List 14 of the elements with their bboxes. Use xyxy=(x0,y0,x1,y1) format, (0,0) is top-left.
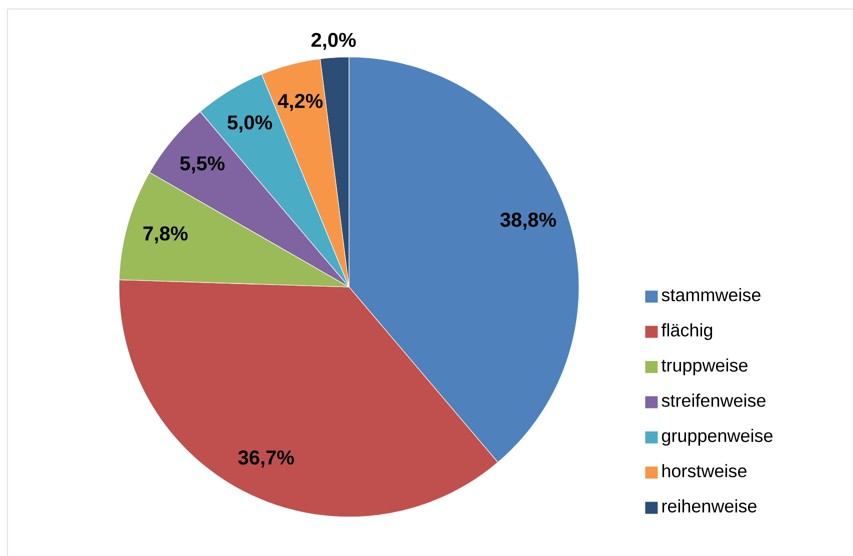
data-label: 38,8% xyxy=(500,212,556,230)
legend-label: truppweise xyxy=(661,358,748,376)
legend-label: flächig xyxy=(661,323,712,340)
legend-label: stammweise xyxy=(662,288,760,302)
data-label: 5,0% xyxy=(228,115,272,132)
legend-label: reihenweise xyxy=(662,499,756,512)
legend-label: gruppenweise xyxy=(662,428,772,446)
data-label: 7,8% xyxy=(143,226,188,244)
data-label: 5,5% xyxy=(180,156,225,174)
data-label: 2,0% xyxy=(311,32,356,50)
legend-label: streifenweise xyxy=(662,394,766,407)
data-label: 36,7% xyxy=(238,450,294,468)
data-label: 4,2% xyxy=(278,94,323,111)
legend-label: horstweise xyxy=(662,464,746,478)
